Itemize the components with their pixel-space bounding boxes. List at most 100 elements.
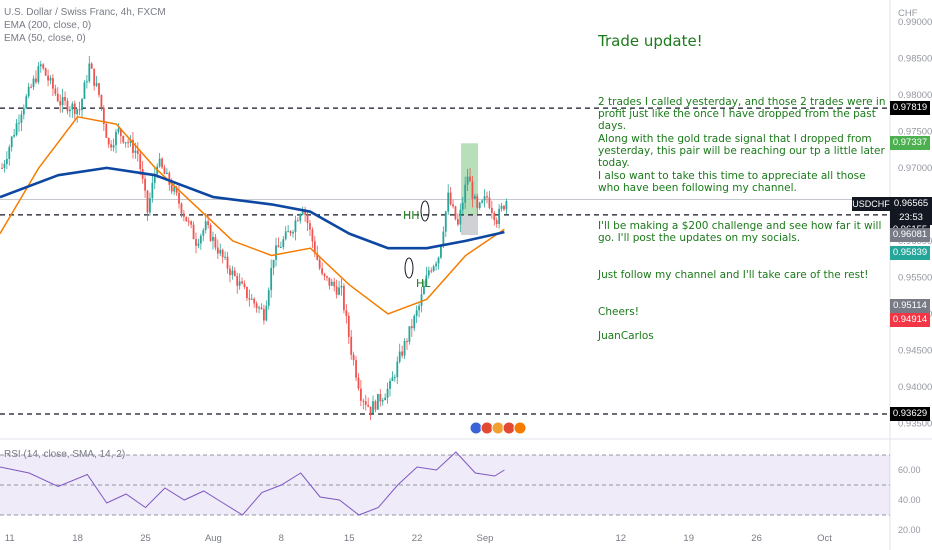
candle-body [180,203,183,214]
candle-body [483,196,486,201]
candle-body [61,96,64,106]
countdown: 23:53 [899,212,923,223]
candle-body [250,298,253,300]
candle-body [415,310,418,316]
note-p7: JuanCarlos [598,330,654,342]
time-tick-label: 22 [412,533,423,544]
candle-body [168,172,171,185]
price-tick-label: 0.98000 [898,90,932,101]
candle-body [22,108,25,115]
candle-body [313,241,316,254]
candle-body [44,68,47,76]
candle-body [35,78,37,83]
candle-body [338,287,340,295]
price-tag[interactable]: 0.96081 [890,227,930,242]
candle-body [343,285,345,311]
candle-body [435,263,437,267]
candle-body [413,315,416,329]
candle-body [144,178,146,191]
candle-body [117,128,120,132]
candle-body [151,182,154,199]
time-tick-label: 11 [5,533,15,544]
current-price-tag[interactable]: 0.96565 [890,197,932,211]
candle-body [386,388,389,398]
candle-body [321,268,323,274]
candle-body [328,277,331,286]
candle-body [379,394,382,402]
candle-body [105,123,108,138]
candle-body [449,192,452,205]
candle-body [248,298,251,300]
note-p3: I also want to take this time to appreci… [598,170,866,194]
candle-body [124,142,127,144]
candle-body [306,214,309,224]
hl-ellipse [404,257,414,279]
candle-body [476,196,479,208]
candle-body [459,209,462,225]
candle-body [185,216,188,222]
candle-body [173,187,176,192]
candle-body [316,253,319,260]
ema50-label[interactable]: EMA (50, close, 0) [4,33,86,44]
candle-body [440,245,442,258]
candle-body [457,219,459,225]
candle-body [393,377,396,379]
candle-body [233,270,236,276]
candle-body [410,326,413,329]
candle-body [292,232,294,234]
candle-body [216,247,219,254]
candle-body [204,221,207,231]
price-tick-label: 0.97000 [898,163,932,174]
time-tick-label: 26 [751,533,762,544]
candle-body [469,176,471,182]
candle-body [243,283,246,287]
candle-body [229,268,231,276]
candle-body [221,249,224,258]
price-tag[interactable]: 0.97819 [890,101,930,116]
candle-body [323,273,326,277]
price-tag[interactable]: 0.97337 [890,136,930,151]
candle-body [350,336,353,355]
rsi-tick-label: 20.00 [898,525,921,535]
candle-body [364,401,367,405]
candle-body [265,305,268,321]
time-tick-label: 19 [683,533,694,544]
candle-body [110,144,113,148]
candle-body [360,388,362,401]
candle-body [132,139,134,153]
time-tick-label: Oct [817,533,832,544]
candle-body [56,93,59,102]
note-title: Trade update! [598,32,703,50]
candle-body [149,198,151,213]
candle-body [408,326,411,342]
candle-body [326,276,328,278]
candle-body [418,305,420,311]
candle-body [209,225,212,241]
ema200-label[interactable]: EMA (200, close, 0) [4,20,92,31]
candle-body [32,78,35,87]
candle-body [18,122,20,124]
candle-body [15,123,18,135]
candle-body [139,153,142,170]
hh-ellipse [420,200,430,222]
candle-body [73,103,76,115]
candle-body [153,174,156,183]
candle-body [161,158,163,168]
candle-body [214,237,217,248]
rsi-label[interactable]: RSI (14, close, SMA, 14, 2) [4,449,126,460]
time-tick-label: Sep [477,533,494,544]
symbol-label[interactable]: U.S. Dollar / Swiss Franc, 4h, FXCM [4,7,166,18]
price-tag[interactable]: 0.95839 [890,245,930,260]
hl-annotation: HL [416,277,431,290]
price-tick-label: 0.99000 [898,17,932,28]
price-tag[interactable]: 0.95114 [890,298,930,313]
candle-body [311,229,314,242]
candle-body [367,404,370,407]
price-tag[interactable]: 0.94914 [890,313,930,328]
price-tag[interactable]: 0.93629 [890,406,930,421]
note-p1: 2 trades I called yesterday, and those 2… [598,96,886,132]
price-tick-label: 0.97500 [898,126,932,137]
candle-body [88,63,91,82]
